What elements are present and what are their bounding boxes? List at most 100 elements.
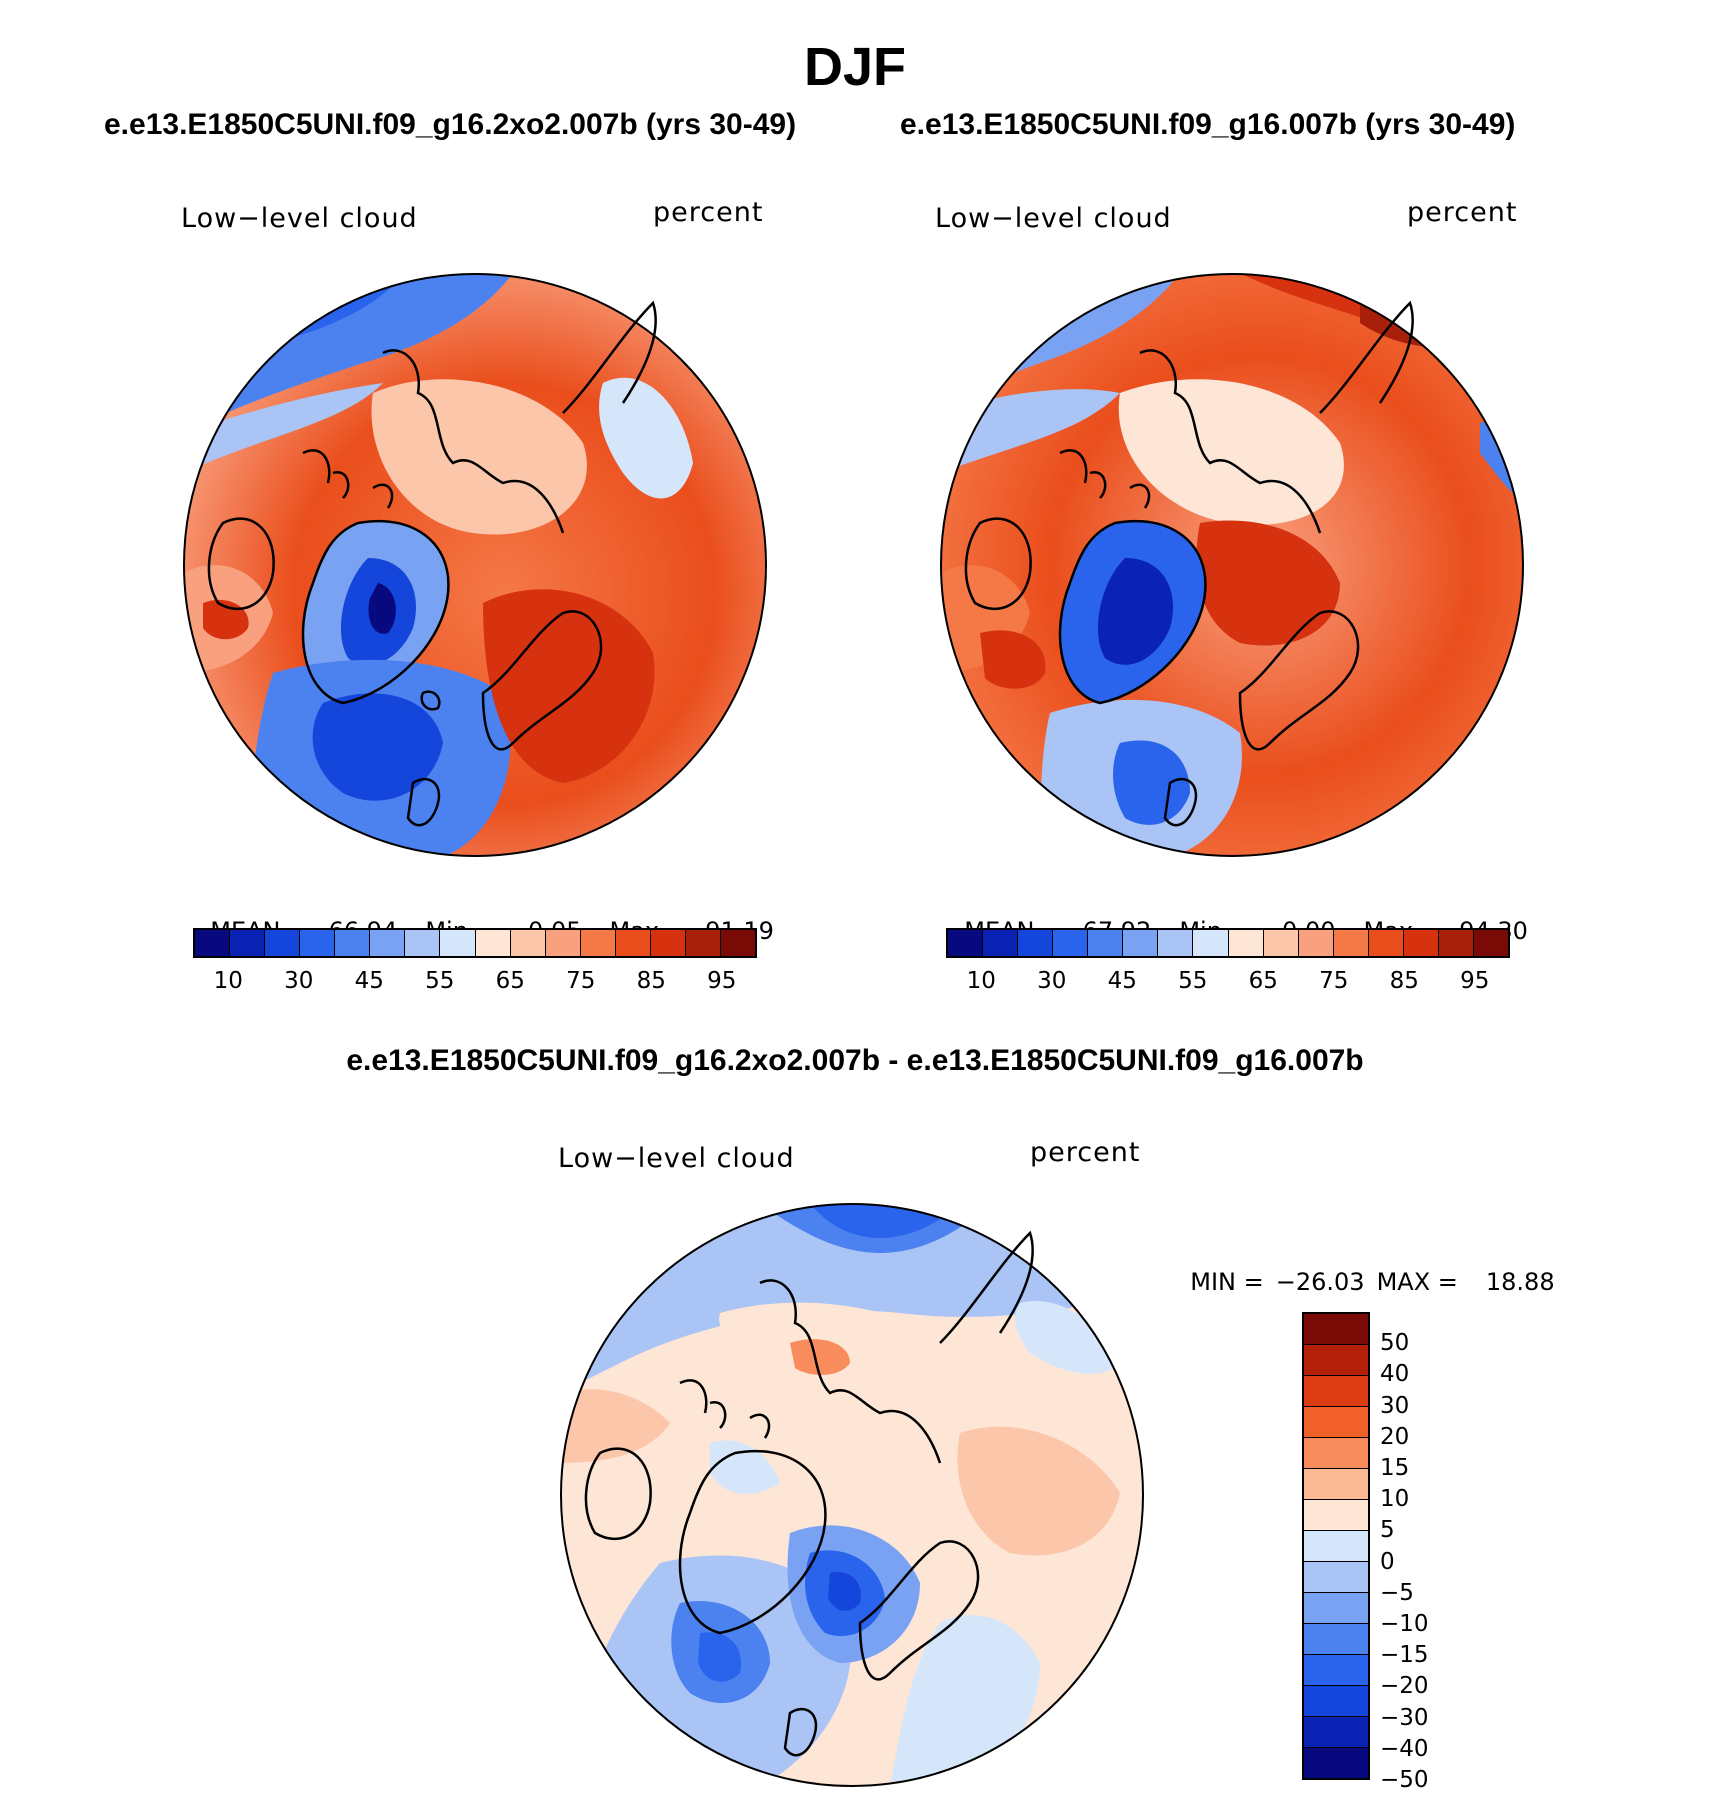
colorbar-tick-label: 10	[966, 968, 996, 994]
colorbar-swatch	[335, 930, 371, 956]
colorbar-swatch	[1298, 930, 1334, 956]
colorbar-tick-label: −40	[1380, 1735, 1429, 1762]
colorbar-swatch	[1193, 930, 1229, 956]
colorbar-tick-label: 0	[1380, 1548, 1395, 1575]
colorbar-tick-label: 30	[1380, 1392, 1410, 1419]
colorbar-tick-label: 15	[1380, 1455, 1410, 1481]
panel1-region-central-arctic	[371, 379, 587, 535]
colorbar-swatch	[195, 930, 231, 956]
panel1-colorbar	[193, 928, 757, 958]
colorbar-tick-label: 55	[1178, 968, 1208, 994]
colorbar-swatch	[1403, 930, 1439, 956]
colorbar-tick-label: 10	[1380, 1486, 1410, 1513]
colorbar-swatch	[300, 930, 336, 956]
colorbar-swatch	[265, 930, 301, 956]
colorbar-tick-label: 65	[1248, 968, 1278, 994]
colorbar-swatch	[685, 930, 721, 956]
panel1-units-label: percent	[653, 197, 764, 228]
panel1-case-title: e.e13.E1850C5UNI.f09_g16.2xo2.007b (yrs …	[104, 108, 797, 141]
colorbar-swatch	[1473, 930, 1508, 956]
colorbar-swatch	[1263, 930, 1299, 956]
panel3-min-label: MIN =	[1190, 1268, 1264, 1296]
colorbar-swatch	[1368, 930, 1404, 956]
colorbar-swatch	[1304, 1531, 1368, 1562]
panel2-variable-label: Low−level cloud	[935, 203, 1172, 234]
panel2-coastlines	[964, 300, 1414, 827]
colorbar-swatch	[1304, 1314, 1368, 1345]
panel3-max-label: MAX =	[1376, 1268, 1458, 1296]
colorbar-tick-label: 65	[495, 968, 525, 994]
colorbar-swatch	[1053, 930, 1089, 956]
colorbar-swatch	[1438, 930, 1474, 956]
panel2-polar-map	[940, 273, 1524, 857]
colorbar-swatch	[370, 930, 406, 956]
colorbar-swatch	[1304, 1376, 1368, 1407]
colorbar-swatch	[1123, 930, 1159, 956]
panel3-max-value: 18.88	[1485, 1268, 1555, 1296]
colorbar-swatch	[1304, 1469, 1368, 1500]
colorbar-swatch	[510, 930, 546, 956]
panel1-variable-label: Low−level cloud	[181, 203, 418, 234]
panel1-coastlines	[207, 300, 657, 827]
colorbar-tick-label: 75	[566, 968, 596, 994]
colorbar-tick-label: 30	[1037, 968, 1067, 994]
colorbar-tick-label: 95	[707, 968, 737, 994]
colorbar-swatch	[1228, 930, 1264, 956]
colorbar-swatch	[720, 930, 755, 956]
colorbar-tick-label: −20	[1380, 1673, 1429, 1700]
panel2-colorbar	[946, 928, 1510, 958]
colorbar-tick-label: 20	[1380, 1423, 1410, 1450]
colorbar-swatch	[1304, 1500, 1368, 1531]
colorbar-swatch	[1333, 930, 1369, 956]
colorbar-swatch	[440, 930, 476, 956]
colorbar-swatch	[1018, 930, 1054, 956]
colorbar-tick-label: 30	[284, 968, 314, 994]
colorbar-tick-label: 75	[1319, 968, 1349, 994]
colorbar-tick-label: 95	[1460, 968, 1490, 994]
colorbar-tick-label: 40	[1380, 1361, 1410, 1388]
colorbar-swatch	[1304, 1655, 1368, 1686]
colorbar-tick-label: 10	[213, 968, 243, 994]
diff-title: e.e13.E1850C5UNI.f09_g16.2xo2.007b - e.e…	[346, 1044, 1364, 1077]
panel3-min-value: −26.03	[1275, 1268, 1365, 1296]
colorbar-swatch	[1304, 1717, 1368, 1748]
colorbar-swatch	[948, 930, 984, 956]
colorbar-tick-label: −30	[1380, 1704, 1429, 1731]
colorbar-swatch	[475, 930, 511, 956]
colorbar-tick-label: 85	[636, 968, 666, 994]
panel3-coastlines	[584, 1230, 1034, 1757]
colorbar-swatch	[615, 930, 651, 956]
figure-title: DJF	[803, 37, 906, 97]
colorbar-swatch	[650, 930, 686, 956]
panel1-polar-map	[183, 273, 767, 857]
panel3-colorbar	[1302, 1312, 1370, 1780]
colorbar-tick-label: 45	[354, 968, 384, 994]
colorbar-swatch	[1304, 1686, 1368, 1717]
colorbar-tick-label: 85	[1389, 968, 1419, 994]
panel3-variable-label: Low−level cloud	[558, 1143, 795, 1174]
panel2-case-title: e.e13.E1850C5UNI.f09_g16.007b (yrs 30-49…	[900, 108, 1516, 141]
colorbar-swatch	[405, 930, 441, 956]
colorbar-tick-label: −50	[1380, 1767, 1429, 1793]
colorbar-tick-label: −15	[1380, 1642, 1429, 1669]
colorbar-swatch	[1304, 1438, 1368, 1469]
colorbar-swatch	[1304, 1593, 1368, 1624]
colorbar-tick-label: 50	[1380, 1330, 1410, 1357]
panel3-units-label: percent	[1030, 1137, 1141, 1168]
colorbar-swatch	[1088, 930, 1124, 956]
colorbar-swatch	[580, 930, 616, 956]
colorbar-swatch	[1304, 1748, 1368, 1778]
colorbar-swatch	[1304, 1624, 1368, 1655]
colorbar-swatch	[230, 930, 266, 956]
colorbar-tick-label: 55	[425, 968, 455, 994]
colorbar-tick-label: −10	[1380, 1611, 1429, 1637]
colorbar-swatch	[983, 930, 1019, 956]
panel2-units-label: percent	[1407, 197, 1518, 228]
colorbar-tick-label: −5	[1380, 1579, 1414, 1606]
colorbar-tick-label: 45	[1107, 968, 1137, 994]
colorbar-swatch	[1304, 1562, 1368, 1593]
colorbar-swatch	[545, 930, 581, 956]
colorbar-swatch	[1158, 930, 1194, 956]
panel3-stats: MIN = −26.03 MAX = 18.88	[1175, 1240, 1555, 1296]
colorbar-swatch	[1304, 1407, 1368, 1438]
